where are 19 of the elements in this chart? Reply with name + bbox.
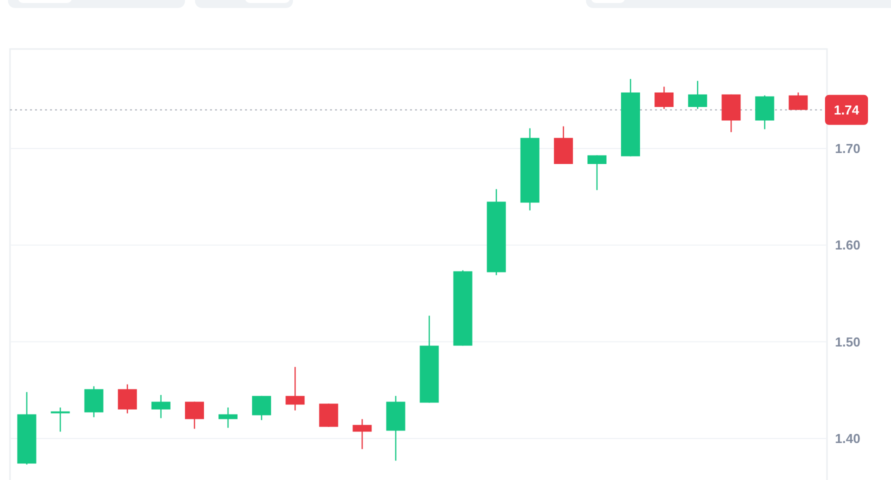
- candlestick: [84, 386, 104, 418]
- candlestick: [688, 80, 708, 110]
- y-tick-label: 1.40: [835, 430, 860, 446]
- y-tick-label: 1.50: [835, 334, 860, 350]
- candlestick: [654, 86, 674, 110]
- y-tick-label: 1.60: [835, 238, 860, 253]
- candlestick: [184, 401, 204, 430]
- candlestick: [252, 395, 272, 421]
- candlestick: [788, 92, 808, 110]
- candlestick: [118, 384, 137, 414]
- candlestick: [218, 406, 238, 428]
- y-tick-label: 1.70: [835, 141, 860, 156]
- ref-line-label: 1.74: [834, 102, 860, 118]
- candlestick: [587, 154, 606, 191]
- candlestick: [50, 406, 70, 432]
- candlestick: [352, 418, 372, 450]
- candlestick: [319, 403, 338, 428]
- candlestick: [151, 394, 170, 419]
- candlestick: [286, 366, 305, 412]
